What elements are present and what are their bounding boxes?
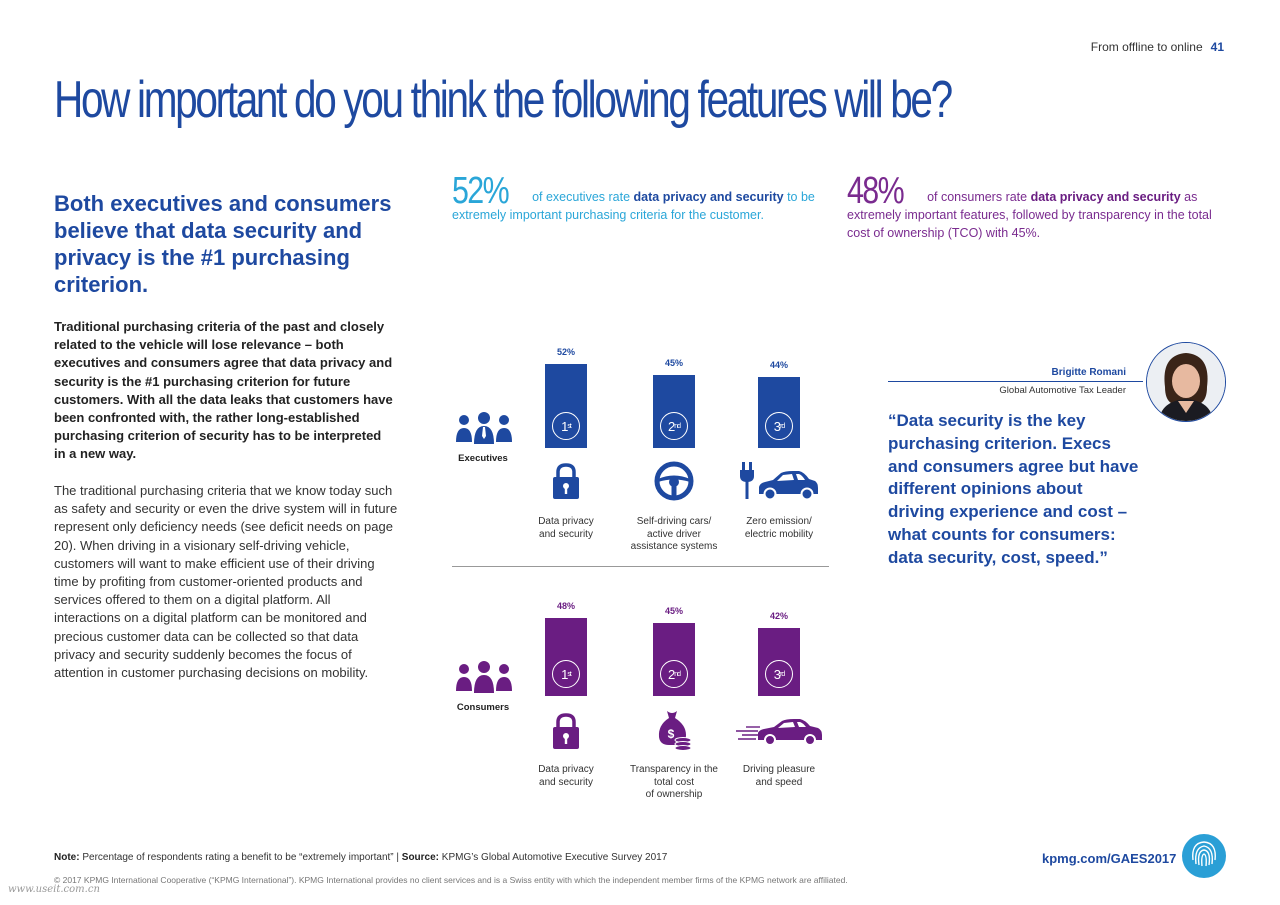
page-title: How important do you think the following… [54, 71, 953, 129]
quote-role: Global Automotive Tax Leader [999, 385, 1126, 396]
executives-label: Executives [458, 453, 508, 464]
kpmg-link[interactable]: kpmg.com/GAES2017 [1042, 851, 1177, 866]
executives-col-1-value-label: 52% [556, 346, 575, 357]
consumers-group-icon [454, 661, 514, 700]
note-text: Percentage of respondents rating a benef… [79, 852, 402, 863]
consumers-col-2-value-label: 45% [664, 606, 683, 617]
lead-heading: Both executives and consumers believe th… [54, 191, 392, 297]
source-text: KPMG’s Global Automotive Executive Surve… [439, 852, 668, 863]
avatar [1146, 342, 1226, 422]
divider [452, 566, 829, 567]
svg-text:$: $ [668, 727, 675, 741]
executives-col-2-value-label: 45% [664, 358, 683, 369]
stat-executives: 52% of executives rate data privacy and s… [452, 170, 827, 224]
consumers-col-2-category-label: Transparency in the total cost of ownershi… [629, 764, 718, 800]
quote-author: Brigitte Romani [1051, 367, 1126, 378]
lock-icon [551, 462, 581, 505]
consumers-col-1-value-label: 48% [556, 601, 575, 612]
stat-consumers: 48% of consumers rate data privacy and se… [847, 170, 1227, 242]
fingerprint-logo-icon [1182, 834, 1226, 878]
source-label: Source: [401, 852, 440, 863]
stat-text: of executives rate [532, 190, 634, 204]
quote-rule [888, 381, 1143, 382]
page-header: From offline to online 41 [1091, 40, 1224, 54]
quote-text: “Data security is the key purchasing cri… [888, 411, 1139, 567]
footnote: Note: Percentage of respondents rating a… [54, 852, 667, 863]
consumers-col-3-value-label: 42% [769, 610, 788, 621]
executives-group-icon [454, 412, 514, 451]
electric-car-icon [739, 460, 819, 507]
copyright: © 2017 KPMG International Cooperative (“… [54, 875, 848, 885]
executives-col-1-category-label: Data privacy and security [538, 516, 594, 540]
consumers-col-3-category-label: Driving pleasure and speed [742, 764, 816, 788]
executives-col-2-category-label: Self-driving cars/active driver assistanc… [630, 516, 718, 552]
money-bag-icon: $ [656, 709, 692, 758]
stat-text: as extremely important features, followe… [847, 190, 1212, 240]
executives-col-3-value-label: 44% [769, 359, 788, 370]
consumers-label: Consumers [456, 702, 510, 713]
intro-paragraph: Traditional purchasing criteria of the p… [54, 319, 393, 462]
note-label: Note: [54, 852, 80, 863]
lock-icon [551, 712, 581, 755]
stat-highlight: data privacy and security [633, 190, 784, 204]
executives-col-3-category-label: Zero emission/electric mobility [744, 516, 814, 540]
consumers-col-1-category-label: Data privacy and security [538, 764, 594, 788]
fast-car-icon [734, 716, 824, 751]
watermark: www.useit.com.cn [8, 884, 100, 895]
steering-wheel-icon [653, 460, 695, 507]
section-title: From offline to online [1090, 40, 1203, 54]
stat-highlight: data privacy and security [1030, 190, 1181, 204]
page-number: 41 [1210, 40, 1224, 54]
stat-text: to be extremely important purchasing cri… [452, 190, 815, 222]
stat-consumers-value: 48% [847, 170, 905, 212]
body-paragraph: The traditional purchasing criteria that… [54, 483, 398, 681]
stat-executives-value: 52% [452, 170, 510, 212]
stat-text: of consumers rate [927, 190, 1031, 204]
